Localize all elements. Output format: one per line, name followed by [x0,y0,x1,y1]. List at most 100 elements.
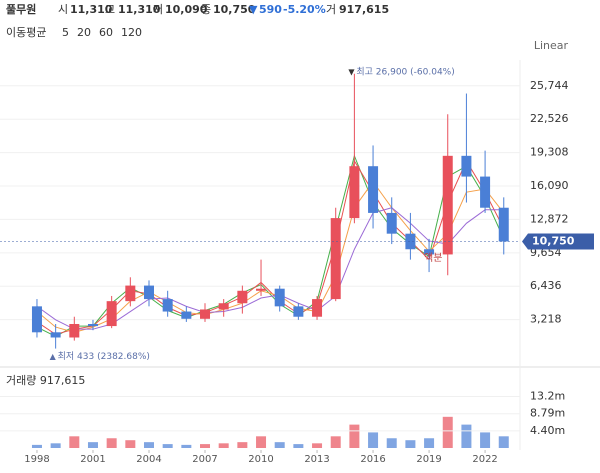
candle-body [143,285,154,300]
volume-bar [386,438,397,448]
volume-tick-label: 4.40m [530,424,565,437]
candle-body [424,249,435,255]
volume-bar [143,442,154,448]
last-price-label: 10,750 [532,234,575,247]
volume-bar [125,440,136,448]
high-value: 11,310 [118,3,161,16]
volume-bar [50,443,61,448]
candle-body [87,323,98,327]
candle-body [405,233,416,250]
volume-bar [498,436,509,448]
x-tick-label: 2010 [248,454,273,465]
candle-body [312,299,323,317]
y-tick-label: 16,090 [530,179,569,192]
volume-bar [237,442,248,448]
volume-bar [424,438,435,448]
y-tick-label: 6,436 [530,279,562,292]
candle-body [106,301,117,327]
down-arrow: ▼ [249,3,258,16]
legend-entry: 60 [99,26,113,39]
y-tick-label: 12,872 [530,212,569,225]
close-value: 10,750 [213,3,256,16]
volume-bar [461,424,472,448]
volume-tick-label: 13.2m [530,390,565,403]
volume-bar [405,440,416,448]
y-tick-label: 22,526 [530,112,569,125]
candle-body [442,155,453,255]
low-note: 최저 433 (2382.68%) [58,351,150,362]
volume-bar [106,438,117,448]
volume-bar [162,444,173,448]
high-note: 최고 26,900 (-60.04%) [356,66,454,77]
ma-label: 이동평균 [6,26,46,39]
volume-bar [69,436,80,448]
y-tick-label: 25,744 [530,79,569,92]
open-label: 시 [58,3,68,16]
candle-body [256,288,267,291]
high-label: 고 [105,3,115,16]
x-tick-label: 1998 [24,454,49,465]
volume-bar [480,432,491,448]
x-tick-label: 2022 [472,454,497,465]
candle-body [274,288,285,307]
volume-value: 917,615 [339,3,389,16]
change: 590 [259,3,282,16]
volume-bar [442,416,453,448]
high-marker: ▼ [348,67,355,76]
legend-entry: 20 [77,26,91,39]
volume-bar [368,432,379,448]
volume-bar [200,444,211,448]
x-tick-label: 2019 [416,454,441,465]
volume-bar [218,443,229,448]
x-tick-label: 2004 [136,454,161,465]
volume-tick-label: 8.79m [530,407,565,420]
volume-bar [274,442,285,448]
candle-body [200,309,211,319]
candle-body [181,311,192,319]
legend-entry: 120 [121,26,142,39]
candle-body [31,306,42,333]
candle-body [162,299,173,312]
candle-body [50,332,61,338]
candle-body [125,285,136,302]
candle-body [461,155,472,177]
volume-title: 거래량 917,615 [6,374,85,387]
volume-bar [330,436,341,448]
x-tick-label: 2016 [360,454,385,465]
candle-body [218,303,229,310]
volume-bar [312,443,323,448]
last-price-tag [522,233,594,250]
candle-body [368,166,379,213]
candle-body [386,212,397,234]
candle-body [330,218,341,300]
stock-name: 풀무원 [6,2,36,16]
close-label: 종 [201,3,211,16]
low-value: 10,090 [165,3,208,16]
x-tick-label: 2007 [192,454,217,465]
volume-bar [256,436,267,448]
open-value: 11,310 [70,3,113,16]
volume-label: 거 [326,3,336,16]
candle-body [498,207,509,242]
candle-body [349,166,360,219]
x-tick-label: 2001 [80,454,105,465]
y-tick-label: 3,218 [530,313,562,326]
legend-entry: 5 [62,26,69,39]
volume-bar [87,442,98,448]
candle-body [69,323,80,338]
volume-bar [181,444,192,448]
candle-body [480,176,491,208]
split-note: 액분 [424,252,442,264]
low-marker: ▲ [50,352,57,361]
candle-body [237,290,248,304]
low-label: 저 [153,3,163,16]
volume-bar [349,424,360,448]
x-tick-label: 2013 [304,454,329,465]
scale-label[interactable]: Linear [534,39,569,52]
volume-bar [31,444,42,448]
volume-bar [293,444,304,448]
change-pct: -5.20% [283,3,326,16]
y-tick-label: 19,308 [530,146,569,159]
candle-body [293,306,304,317]
